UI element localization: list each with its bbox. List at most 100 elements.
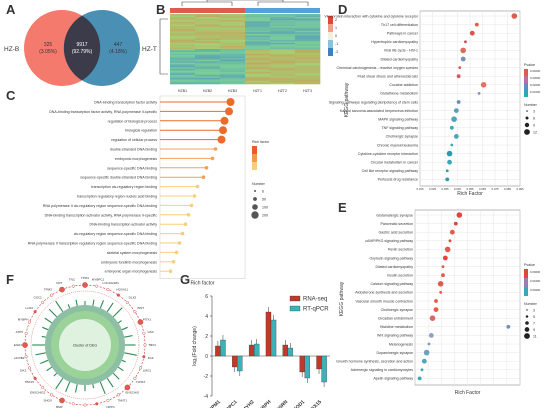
lollipop-term-label: DNA-binding transcription activator acti… bbox=[45, 213, 158, 217]
heatmap-cell bbox=[245, 35, 271, 38]
lollipop-point bbox=[220, 116, 229, 125]
bar-legend-label: RNA-seq bbox=[303, 297, 327, 303]
heatmap-cell bbox=[195, 71, 221, 74]
heatmap-cell bbox=[220, 32, 246, 35]
bubble-point bbox=[458, 66, 462, 69]
circle-bar bbox=[106, 302, 114, 313]
circle-gene-label: TPM1 bbox=[81, 276, 89, 280]
heatmap-cell bbox=[220, 21, 246, 24]
heatmap-cell bbox=[295, 73, 321, 76]
heatmap-cell bbox=[245, 27, 271, 30]
heatmap-cell bbox=[295, 65, 321, 68]
heatmap-cell bbox=[295, 35, 321, 38]
bar-rtqpcr bbox=[270, 319, 277, 357]
bubble-term-label: Oxytocin signaling pathway bbox=[369, 256, 413, 260]
heatmap-cell bbox=[270, 15, 296, 18]
heatmap-cell bbox=[295, 36, 321, 39]
lollipop-point bbox=[186, 213, 191, 217]
circle-gene-label: TPM3 bbox=[44, 287, 52, 291]
heatmap-cell bbox=[220, 49, 246, 51]
bar-y-tick-label: 0 bbox=[205, 354, 208, 360]
venn-overlap bbox=[63, 15, 101, 81]
heatmap-cell bbox=[220, 68, 246, 71]
heatmap-cell bbox=[270, 44, 296, 47]
circle-bar bbox=[55, 377, 64, 390]
bubble-term-label: Melanogenesis bbox=[389, 342, 413, 346]
bubble-term-label: Cocaine addiction bbox=[389, 83, 418, 87]
heatmap-cell bbox=[245, 53, 271, 56]
bubble-point bbox=[464, 40, 467, 44]
heatmap-dendrogram bbox=[181, 0, 309, 6]
bubble-point bbox=[506, 324, 511, 329]
lollipop-size-dot bbox=[254, 190, 256, 192]
heatmap-cell bbox=[195, 50, 221, 53]
heatmap-cell bbox=[195, 59, 221, 62]
panel-label-c: C bbox=[6, 88, 16, 103]
lollipop-size-legend-title: Number bbox=[252, 182, 266, 186]
bubble-xtick: 0.075 bbox=[492, 187, 499, 191]
heatmap-cell bbox=[245, 70, 271, 73]
bar-y-tick-label: 2 bbox=[205, 334, 208, 340]
circle-gene-label: EGR1 bbox=[14, 343, 23, 347]
heatmap-cell bbox=[220, 39, 246, 42]
panel-label-g: G bbox=[180, 272, 190, 287]
heatmap-cell bbox=[245, 38, 271, 41]
heatmap-cell bbox=[245, 58, 271, 60]
heatmap-cell bbox=[295, 50, 321, 53]
bubble-size-label: 9 bbox=[533, 124, 535, 128]
circle-bar bbox=[99, 381, 106, 394]
bar-rnaseq bbox=[248, 344, 255, 357]
bubble-term-label: Apelin signaling pathway bbox=[373, 377, 413, 381]
heatmap-cell bbox=[245, 73, 271, 76]
heatmap-cell bbox=[295, 44, 321, 47]
bar-rnaseq bbox=[299, 355, 305, 373]
lollipop-point bbox=[189, 203, 194, 208]
heatmap-cell bbox=[270, 27, 296, 30]
bubble-term-label: Glutathione metabolism bbox=[380, 92, 418, 96]
heatmap-cell bbox=[195, 56, 221, 59]
bubble-term-label: Dopaminergic synapse bbox=[376, 351, 413, 355]
heatmap-cell bbox=[220, 77, 246, 80]
heatmap-cell bbox=[295, 33, 321, 36]
heatmap-cell bbox=[195, 29, 221, 32]
circle-gene-label: LMO1 bbox=[143, 369, 152, 373]
heatmap-cell bbox=[220, 52, 246, 54]
heatmap-legend-swatch bbox=[328, 32, 333, 40]
circle-gene-label: ATP5 bbox=[16, 330, 24, 334]
circle-center bbox=[59, 319, 111, 371]
heatmap-cell bbox=[195, 36, 221, 39]
heatmap-legend-label: 0 bbox=[335, 34, 337, 38]
heatmap-cell bbox=[245, 21, 271, 24]
heatmap-cell bbox=[220, 61, 246, 63]
lollipop-xlabel: Rich factor bbox=[191, 281, 215, 287]
lollipop-size-dot bbox=[251, 211, 259, 219]
circle-gene-dot bbox=[22, 342, 28, 348]
heatmap-cell bbox=[270, 79, 296, 82]
heatmap-cell bbox=[195, 77, 221, 80]
heatmap-cell bbox=[220, 59, 246, 62]
lollipop-color-swatch bbox=[252, 162, 257, 170]
bubble-point bbox=[451, 116, 457, 122]
circle-bar bbox=[99, 300, 105, 309]
circle-gene-dot bbox=[142, 331, 146, 335]
heatmap-cell bbox=[245, 76, 271, 79]
lollipop-term-label: transcription cis-regulatory region bind… bbox=[91, 185, 157, 189]
heatmap-cell bbox=[220, 70, 246, 73]
heatmap-cell bbox=[270, 70, 296, 73]
heatmap-cell bbox=[295, 62, 321, 65]
heatmap-legend-label: 2 bbox=[335, 18, 337, 22]
heatmap-cell bbox=[220, 29, 246, 32]
bubble-term-label: Kaposi sarcoma-associated herpesvirus in… bbox=[340, 109, 418, 113]
heatmap-cell bbox=[195, 17, 221, 19]
bubble-xtick: 0.065 bbox=[479, 187, 486, 191]
heatmap-cell bbox=[270, 41, 296, 44]
bar-rtqpcr bbox=[321, 355, 327, 383]
heatmap-cell bbox=[220, 41, 246, 44]
heatmap-cell bbox=[170, 73, 196, 76]
heatmap-cell bbox=[270, 56, 296, 59]
circle-gene-dot bbox=[59, 286, 65, 293]
bubble-term-label: Cytokine-cytokine receptor interaction bbox=[358, 152, 418, 156]
heatmap-cell bbox=[220, 45, 246, 48]
bubble-legend-swatch bbox=[524, 90, 528, 97]
heatmap-cell bbox=[245, 14, 271, 16]
